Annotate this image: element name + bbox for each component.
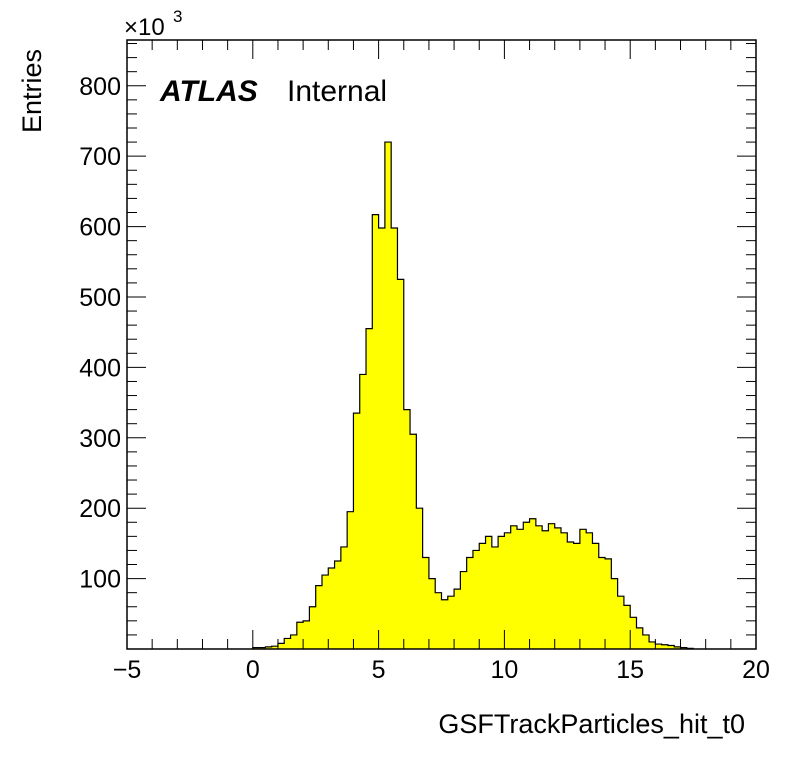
histogram-bar xyxy=(309,606,317,649)
histogram-bar xyxy=(586,532,593,649)
x-axis-title: GSFTrackParticles_hit_t0 xyxy=(438,709,745,739)
histogram-bar xyxy=(491,546,499,649)
histogram-bar xyxy=(334,560,342,649)
y-tick-label: 600 xyxy=(79,214,121,242)
histogram-bar xyxy=(598,557,606,649)
histogram-bar xyxy=(428,578,436,649)
histogram-bar xyxy=(667,645,675,649)
histogram-bar xyxy=(359,374,367,649)
histogram-bar xyxy=(605,558,612,649)
histogram-bar xyxy=(542,530,549,649)
histogram-bar xyxy=(630,617,637,649)
histogram-bar xyxy=(296,622,304,649)
histogram-bar xyxy=(366,328,373,649)
histogram-bar xyxy=(378,227,386,649)
axis-ticks xyxy=(126,40,757,650)
histogram-bar xyxy=(472,550,480,649)
histogram-bar xyxy=(347,511,354,649)
histogram-bar xyxy=(548,523,556,649)
histogram-bar xyxy=(674,646,681,649)
histogram-bar xyxy=(435,592,442,649)
y-multiplier: ×10 xyxy=(124,14,165,41)
histogram-bar xyxy=(466,557,474,649)
histogram-bar xyxy=(391,227,398,649)
y-axis-title: Entries xyxy=(17,49,47,133)
histogram-bar xyxy=(416,508,424,649)
histogram-bar xyxy=(290,634,298,649)
histogram-bar xyxy=(529,518,537,649)
histogram-bar xyxy=(441,599,449,649)
histogram-bar xyxy=(454,589,461,649)
histogram-bar xyxy=(397,279,405,649)
histogram-bar xyxy=(315,585,323,649)
x-tick-label: 10 xyxy=(490,656,518,684)
x-tick-label: 15 xyxy=(616,656,644,684)
y-tick-label: 500 xyxy=(79,284,121,312)
histogram-bar xyxy=(422,557,430,649)
histogram-bar xyxy=(284,638,291,649)
histogram-bar xyxy=(321,575,329,649)
histogram-outline xyxy=(252,141,694,649)
y-tick-label: 400 xyxy=(79,354,121,382)
histogram-bar xyxy=(516,529,524,649)
histogram-bar xyxy=(642,634,650,649)
histogram-bar xyxy=(554,527,562,649)
tick-labels: −5 0 5 10 15 20 100 200 300 400 500 600 700 800 xyxy=(79,73,770,684)
histogram-bar xyxy=(277,643,285,649)
histogram-bar xyxy=(353,413,361,649)
x-tick-label: 5 xyxy=(372,656,386,684)
histogram-bar xyxy=(271,646,279,649)
histogram-bar xyxy=(636,627,644,649)
plot-frame xyxy=(126,39,757,650)
histogram-bar xyxy=(523,522,530,649)
histogram-bar xyxy=(265,646,273,649)
histogram-bar xyxy=(567,541,574,649)
histogram-bar xyxy=(479,543,486,649)
histogram-bar xyxy=(573,543,581,649)
histogram-bar xyxy=(504,532,512,649)
histogram-bar xyxy=(579,529,587,649)
histogram-bar xyxy=(661,644,669,649)
histogram-bar xyxy=(498,536,505,649)
histogram-bar xyxy=(535,525,543,649)
atlas-label: ATLAS xyxy=(159,75,258,108)
y-multiplier-exponent: 3 xyxy=(173,7,182,26)
y-tick-label: 800 xyxy=(79,73,121,101)
y-tick-label: 700 xyxy=(79,143,121,171)
internal-label: Internal xyxy=(287,75,387,108)
histogram-bar xyxy=(592,543,600,649)
x-tick-label: 0 xyxy=(246,656,260,684)
histogram-bar xyxy=(384,142,392,649)
histogram-bar xyxy=(617,596,625,649)
histogram-bar xyxy=(561,532,568,649)
histogram-bar xyxy=(655,644,663,649)
histogram-bar xyxy=(510,525,518,649)
histogram-bar xyxy=(403,409,411,649)
histogram-bar xyxy=(623,605,631,649)
histogram-bar xyxy=(447,596,455,649)
y-tick-label: 100 xyxy=(79,566,121,594)
histogram-bars xyxy=(252,142,694,650)
histogram-bar xyxy=(372,214,379,650)
histogram-bar xyxy=(340,546,348,649)
x-tick-label: −5 xyxy=(113,656,142,684)
y-tick-label: 200 xyxy=(79,495,121,523)
histogram-bar xyxy=(460,571,468,649)
x-tick-label: 20 xyxy=(742,656,770,684)
histogram-bar xyxy=(410,434,417,649)
histogram-bar xyxy=(328,568,335,649)
histogram-bar xyxy=(611,578,619,649)
histogram-bar xyxy=(303,620,310,649)
y-tick-label: 300 xyxy=(79,425,121,453)
histogram-bar xyxy=(485,536,493,649)
histogram-bar xyxy=(649,641,656,649)
